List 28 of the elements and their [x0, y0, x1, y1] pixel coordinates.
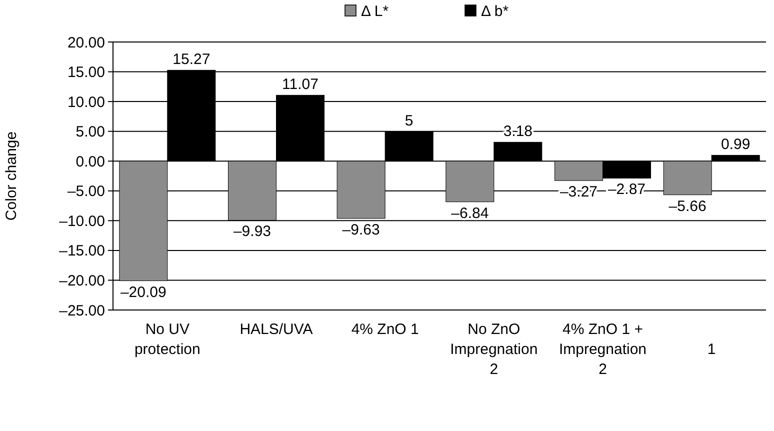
y-axis-title: Color change [3, 131, 20, 221]
y-tick-label: –10.00 [59, 212, 105, 230]
y-tick-label: –20.00 [59, 272, 105, 290]
data-label: –20.09 [120, 284, 166, 301]
x-tick-label: 1 [707, 341, 716, 358]
x-tick-label: No UV protection [134, 321, 200, 358]
data-label: 15.27 [172, 51, 210, 68]
y-tick-label: 0.00 [76, 153, 105, 170]
data-label: –5.66 [668, 198, 706, 215]
y-tick-label: 15.00 [67, 64, 105, 82]
y-tick-label: 20.00 [67, 34, 105, 52]
y-tick-label: –5.00 [67, 183, 105, 200]
data-label: –6.84 [451, 204, 489, 222]
y-tick-label: –15.00 [59, 242, 105, 260]
data-label: 0.99 [720, 136, 750, 154]
x-tick-label: 4% ZnO 1 [351, 321, 419, 338]
legend-label: Δ L* [361, 3, 389, 20]
data-label: 5 [404, 112, 414, 130]
data-label: –9.93 [233, 223, 272, 240]
data-label: 11.07 [282, 76, 318, 94]
x-tick-label: 4% ZnO 1 + Impregnation 2 [558, 321, 647, 378]
x-tick-label: HALS/UVA [240, 321, 313, 338]
y-tick-label: –25.00 [59, 302, 105, 320]
y-tick-label: 10.00 [67, 94, 105, 111]
legend-label: Δ b* [481, 3, 509, 20]
y-tick-label: 5.00 [76, 124, 105, 141]
data-label: –9.63 [342, 221, 380, 238]
x-tick-label: No ZnO Impregnation 2 [450, 321, 538, 378]
